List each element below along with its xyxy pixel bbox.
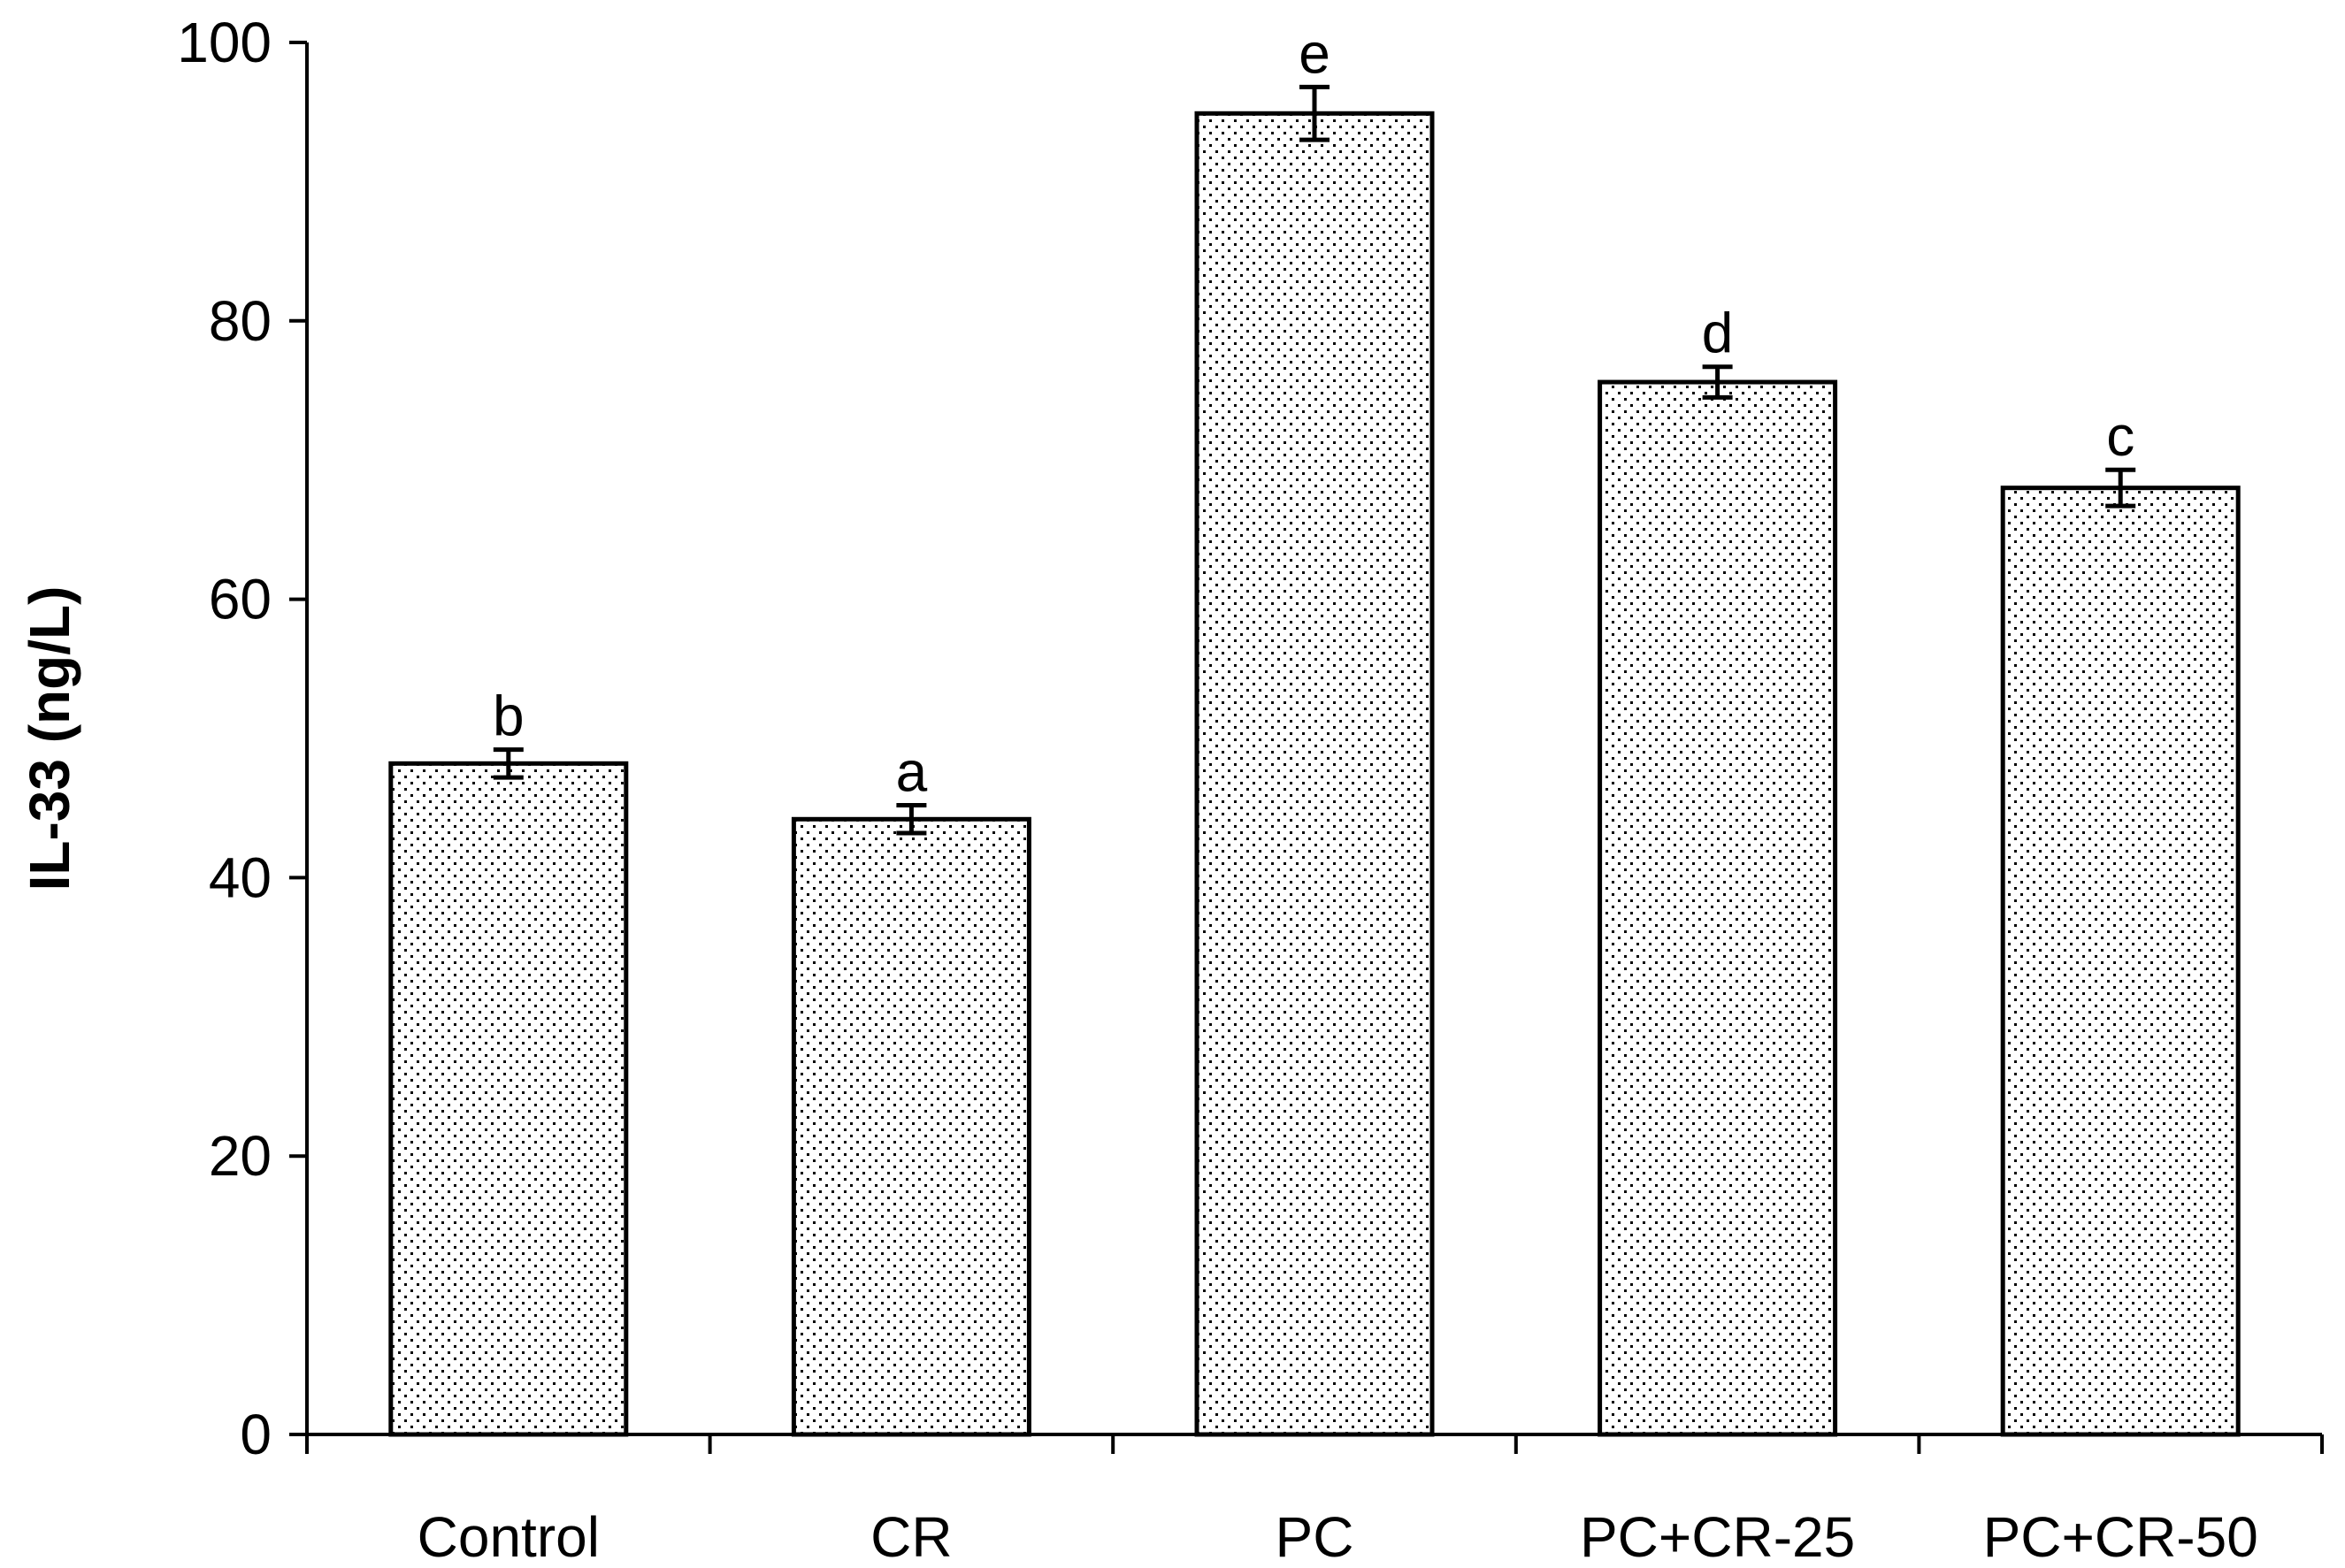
significance-letter-4: c	[2106, 404, 2134, 468]
significance-letter-2: e	[1299, 21, 1330, 85]
y-axis-title: IL-33 (ng/L)	[18, 586, 81, 891]
axes-group	[289, 41, 2324, 1454]
bar-2	[1194, 111, 1435, 1437]
y-tick-label-3: 60	[209, 568, 272, 631]
labels-group: b Control a CR e PC d PC+CR-25 c PC+CR-50 0 20 40 60 8…	[177, 11, 2258, 1568]
bars-group	[388, 84, 2241, 1437]
bar-3	[1598, 379, 1838, 1437]
category-label-1: CR	[870, 1505, 952, 1568]
bar-0	[388, 761, 629, 1437]
y-tick-label-4: 80	[209, 289, 272, 353]
category-label-2: PC	[1276, 1505, 1354, 1568]
significance-letter-1: a	[896, 740, 928, 804]
y-tick-label-1: 20	[209, 1124, 272, 1188]
y-tick-label-0: 0	[240, 1403, 272, 1466]
y-tick-label-5: 100	[177, 11, 272, 74]
category-label-4: PC+CR-50	[1983, 1505, 2258, 1568]
bar-4	[2000, 486, 2241, 1437]
category-label-0: Control	[418, 1505, 600, 1568]
bar-1	[791, 816, 1031, 1437]
y-tick-label-2: 40	[209, 845, 272, 909]
significance-letter-3: d	[1702, 302, 1734, 365]
significance-letter-0: b	[493, 685, 525, 748]
category-label-3: PC+CR-25	[1580, 1505, 1855, 1568]
